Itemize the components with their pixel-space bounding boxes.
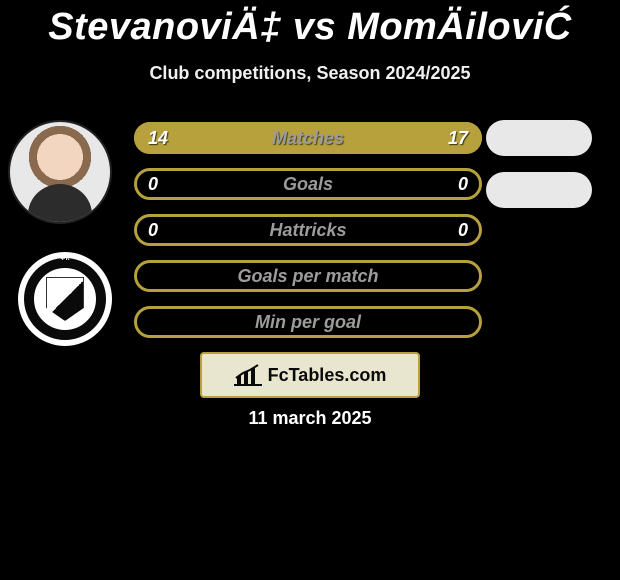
comparison-subtitle: Club competitions, Season 2024/2025 xyxy=(0,63,620,84)
player-left-column: ФК xyxy=(8,120,118,346)
metric-value-left: 0 xyxy=(148,174,158,195)
metric-value-right: 0 xyxy=(458,220,468,241)
metric-value-right: 0 xyxy=(458,174,468,195)
metric-bar: Hattricks 0 0 xyxy=(134,214,482,246)
club-badge-text: ФК xyxy=(60,256,70,262)
comparison-bars: Matches 14 17 Goals 0 0 Hattricks 0 0 Goals per m… xyxy=(134,122,482,352)
metric-label: Min per goal xyxy=(255,312,361,333)
brand-box: FcTables.com xyxy=(200,352,420,398)
metric-bar: Goals 0 0 xyxy=(134,168,482,200)
brand-chart-icon xyxy=(234,364,262,386)
comparison-title: StevanoviÄ‡ vs MomÄiloviĆ xyxy=(0,0,620,49)
brand-text: FcTables.com xyxy=(268,365,387,386)
opponent-placeholder-pill xyxy=(486,120,592,156)
metric-label: Hattricks xyxy=(269,220,346,241)
comparison-date: 11 march 2025 xyxy=(0,408,620,429)
opponent-placeholder-pill xyxy=(486,172,592,208)
metric-bar: Min per goal xyxy=(134,306,482,338)
metric-label: Goals xyxy=(283,174,333,195)
player-avatar xyxy=(8,120,112,224)
metric-bar: Matches 14 17 xyxy=(134,122,482,154)
club-badge: ФК xyxy=(18,252,112,346)
metric-value-left: 14 xyxy=(148,128,168,149)
metric-value-right: 17 xyxy=(448,128,468,149)
metric-value-left: 0 xyxy=(148,220,158,241)
metric-label: Matches xyxy=(272,128,344,149)
metric-label: Goals per match xyxy=(237,266,378,287)
metric-bar: Goals per match xyxy=(134,260,482,292)
player-right-column xyxy=(486,120,602,224)
